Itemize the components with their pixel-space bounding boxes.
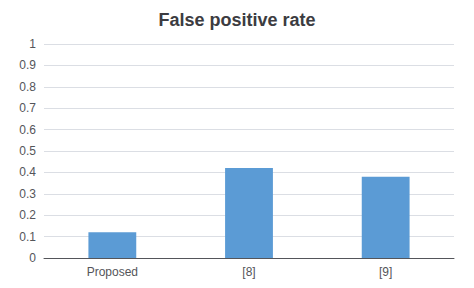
svg-text:0.3: 0.3 [19, 187, 36, 201]
svg-text:0.1: 0.1 [19, 230, 36, 244]
svg-text:0.8: 0.8 [19, 80, 36, 94]
svg-text:[9]: [9] [379, 265, 392, 279]
svg-text:False positive rate: False positive rate [158, 10, 315, 30]
svg-text:[8]: [8] [242, 265, 255, 279]
svg-text:0.2: 0.2 [19, 208, 36, 222]
svg-text:0.6: 0.6 [19, 123, 36, 137]
svg-text:0.9: 0.9 [19, 58, 36, 72]
svg-text:1: 1 [29, 37, 36, 51]
svg-text:0: 0 [29, 251, 36, 265]
svg-text:0.5: 0.5 [19, 144, 36, 158]
svg-text:0.4: 0.4 [19, 165, 36, 179]
svg-text:Proposed: Proposed [87, 265, 138, 279]
svg-text:0.7: 0.7 [19, 101, 36, 115]
